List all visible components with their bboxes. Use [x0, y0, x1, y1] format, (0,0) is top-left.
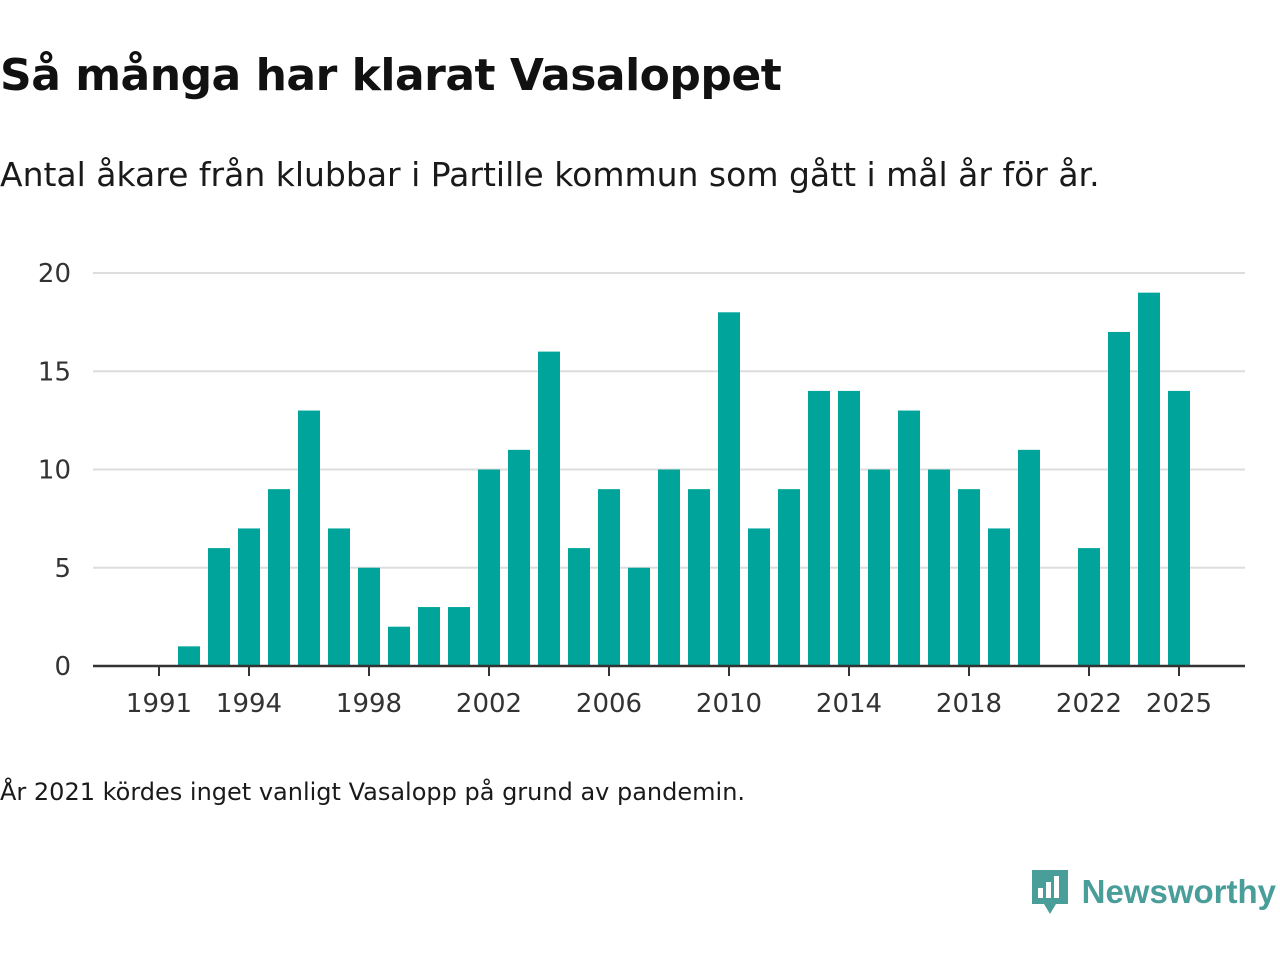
bar-2009[interactable] — [688, 489, 710, 666]
x-tick-label-2018: 2018 — [936, 689, 1002, 719]
x-axis-ticks: 1991 1994 1998 2002 2006 2010 2014 2018 2022 2025 — [126, 666, 1212, 719]
bar-1992[interactable] — [178, 646, 200, 666]
x-tick-label-2002: 2002 — [456, 689, 522, 719]
y-tick-label-0: 0 — [54, 652, 71, 682]
bar-1996[interactable] — [298, 410, 320, 666]
y-tick-label-5: 5 — [54, 554, 71, 584]
bar-2004[interactable] — [538, 351, 560, 666]
bar-2010[interactable] — [718, 312, 740, 666]
y-tick-label-20: 20 — [38, 259, 71, 289]
bar-2001[interactable] — [448, 607, 470, 666]
bar-2003[interactable] — [508, 449, 530, 666]
bar-2022[interactable] — [1078, 548, 1100, 666]
bar-1997[interactable] — [328, 528, 350, 666]
footnote: År 2021 kördes inget vanligt Vasalopp på… — [0, 778, 746, 806]
x-tick-label-2022: 2022 — [1056, 689, 1122, 719]
newsworthy-logo-icon — [1031, 870, 1068, 914]
bar-2013[interactable] — [808, 390, 830, 666]
bar-2000[interactable] — [418, 607, 440, 666]
x-tick-label-1998: 1998 — [336, 689, 402, 719]
bars — [178, 292, 1190, 667]
y-tick-label-15: 15 — [38, 357, 71, 387]
x-tick-label-2014: 2014 — [816, 689, 882, 719]
bar-2005[interactable] — [568, 548, 590, 666]
bar-2023[interactable] — [1108, 331, 1130, 666]
y-tick-label-10: 10 — [38, 456, 71, 486]
bar-2025[interactable] — [1168, 390, 1190, 666]
x-tick-label-2010: 2010 — [696, 689, 762, 719]
x-tick-label-2025: 2025 — [1146, 689, 1212, 719]
bar-2019[interactable] — [988, 528, 1010, 666]
brand-logo[interactable]: Newsworthy — [1030, 868, 1276, 916]
chart-title: Så många har klarat Vasaloppet — [0, 50, 782, 101]
bar-1993[interactable] — [208, 548, 230, 666]
x-tick-label-1994: 1994 — [216, 689, 282, 719]
bar-2007[interactable] — [628, 567, 650, 666]
bar-2017[interactable] — [928, 469, 950, 667]
bar-2014[interactable] — [838, 390, 860, 666]
bar-1999[interactable] — [388, 626, 410, 666]
bar-2016[interactable] — [898, 410, 920, 666]
bar-1994[interactable] — [238, 528, 260, 666]
bar-2020[interactable] — [1018, 449, 1040, 666]
brand-name: Newsworthy — [1081, 873, 1276, 910]
x-tick-label-2006: 2006 — [576, 689, 642, 719]
bar-2012[interactable] — [778, 489, 800, 666]
bar-2006[interactable] — [598, 489, 620, 666]
bar-chart: 0 5 10 15 20 1991 1994 1998 2002 2006 2010 2014 201… — [38, 259, 1245, 719]
bar-2018[interactable] — [958, 489, 980, 666]
bar-2015[interactable] — [868, 469, 890, 667]
y-axis-ticks: 0 5 10 15 20 — [38, 259, 71, 682]
chart-subtitle: Antal åkare från klubbar i Partille komm… — [0, 155, 1100, 194]
bar-1998[interactable] — [358, 567, 380, 666]
x-tick-label-1991: 1991 — [126, 689, 192, 719]
bar-2024[interactable] — [1138, 292, 1160, 666]
bar-1995[interactable] — [268, 489, 290, 666]
bar-2011[interactable] — [748, 528, 770, 666]
bar-2002[interactable] — [478, 469, 500, 667]
bar-2008[interactable] — [658, 469, 680, 667]
